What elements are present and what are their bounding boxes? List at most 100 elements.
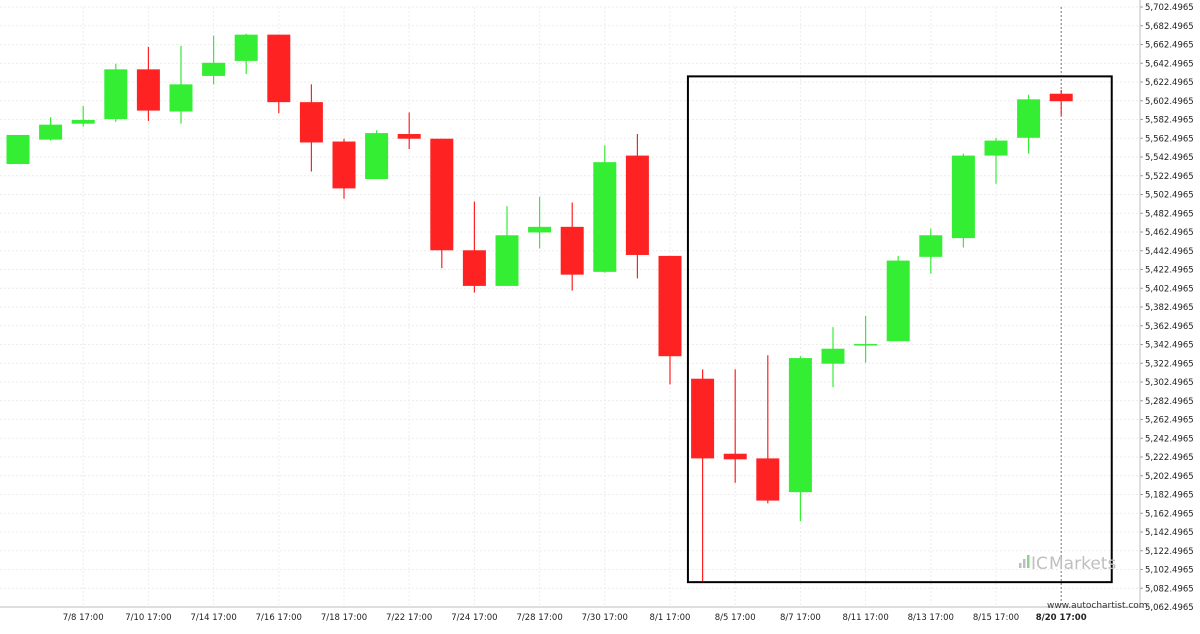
candle-body [1049, 93, 1073, 102]
pattern-highlight-box [686, 75, 1113, 584]
candles [6, 33, 1073, 582]
candle-up [495, 206, 519, 286]
candle-up [919, 228, 943, 274]
candle-down [1049, 89, 1073, 116]
candle-up [6, 134, 30, 165]
candle-body [6, 134, 30, 165]
candle-up [104, 63, 128, 122]
y-tick-label: 5,562.4965 [1145, 134, 1194, 144]
candle-down [332, 138, 356, 199]
y-tick-label: 5,682.4965 [1145, 22, 1194, 32]
x-tick-label: 8/1 17:00 [650, 613, 691, 623]
candle-body [39, 124, 63, 140]
candle-body [658, 255, 682, 357]
y-tick-label: 5,102.4965 [1145, 566, 1194, 576]
y-tick-label: 5,442.4965 [1145, 247, 1194, 257]
candle-up [234, 33, 258, 75]
candle-up [821, 327, 845, 388]
brand-markets: Markets [1049, 554, 1116, 574]
x-tick-label: 7/28 17:00 [516, 613, 562, 623]
candle-body [593, 162, 617, 272]
brand-ic: IC [1031, 554, 1048, 574]
x-tick-label: 7/18 17:00 [321, 613, 367, 623]
x-tick-label: 8/20 17:00 [1036, 613, 1087, 623]
candle-body [821, 348, 845, 364]
candle-body [71, 119, 95, 124]
y-tick-label: 5,302.4965 [1145, 378, 1194, 388]
candle-body [332, 141, 356, 189]
candle-down [397, 112, 421, 150]
x-axis: 7/8 17:00 7/10 17:00 7/14 17:00 7/16 17:00 7… [0, 606, 1140, 623]
y-tick-label: 5,182.4965 [1145, 491, 1194, 501]
y-tick-label: 5,582.4965 [1145, 116, 1194, 126]
candle-up [951, 153, 975, 248]
candle-down [299, 84, 323, 172]
y-tick-label: 5,062.4965 [1145, 603, 1194, 613]
x-tick-label: 7/10 17:00 [125, 613, 171, 623]
candle-up [854, 315, 878, 363]
x-tick-label: 8/13 17:00 [908, 613, 954, 623]
candle-body [984, 140, 1008, 156]
x-tick-label: 7/22 17:00 [386, 613, 432, 623]
watermark-text: www.autochartist.com [1047, 601, 1148, 611]
x-tick-label: 8/5 17:00 [715, 613, 756, 623]
y-tick-label: 5,342.4965 [1145, 341, 1194, 351]
candle-body [136, 69, 160, 111]
candle-up [984, 137, 1008, 184]
x-tick-label: 7/8 17:00 [63, 613, 104, 623]
y-tick-label: 5,082.4965 [1145, 584, 1194, 594]
y-tick-label: 5,262.4965 [1145, 416, 1194, 426]
candle-down [136, 46, 160, 121]
candle-up [1017, 94, 1041, 154]
candle-body [788, 358, 812, 493]
y-tick-label: 5,382.4965 [1145, 303, 1194, 313]
candle-body [854, 344, 878, 346]
x-tick-label: 7/16 17:00 [256, 613, 302, 623]
x-tick-label: 7/24 17:00 [451, 613, 497, 623]
logo-bar-icon [1019, 563, 1022, 568]
x-tick-label: 7/30 17:00 [582, 613, 628, 623]
candle-body [365, 133, 389, 180]
candle-down [691, 369, 715, 582]
y-tick-label: 5,662.4965 [1145, 41, 1194, 51]
candle-body [560, 226, 584, 275]
candle-body [951, 155, 975, 239]
candle-up [169, 45, 193, 124]
candle-up [365, 130, 389, 180]
candle-body [919, 235, 943, 257]
y-tick-label: 5,542.4965 [1145, 153, 1194, 163]
y-tick-label: 5,282.4965 [1145, 397, 1194, 407]
x-tick-label: 8/7 17:00 [780, 613, 821, 623]
candle-body [234, 34, 258, 61]
y-tick-label: 5,402.4965 [1145, 284, 1194, 294]
grid-lines [0, 6, 1140, 608]
candle-down [756, 355, 780, 504]
candle-body [104, 69, 128, 120]
y-tick-label: 5,222.4965 [1145, 453, 1194, 463]
y-tick-label: 5,602.4965 [1145, 97, 1194, 107]
y-tick-label: 5,322.4965 [1145, 359, 1194, 369]
brand-logo: IC Markets [1019, 554, 1116, 574]
pattern-box [686, 75, 1113, 584]
y-tick-label: 5,202.4965 [1145, 472, 1194, 482]
candle-body [723, 453, 747, 460]
candle-body [625, 155, 649, 255]
x-tick-label: 8/11 17:00 [842, 613, 888, 623]
y-axis: 5,062.4965 5,082.4965 5,102.4965 5,122.4965… [1139, 0, 1194, 613]
candle-body [169, 84, 193, 112]
y-tick-label: 5,622.4965 [1145, 78, 1194, 88]
candle-body [1017, 99, 1041, 138]
candle-down [430, 138, 454, 269]
candle-body [299, 102, 323, 143]
candle-down [723, 369, 747, 483]
y-tick-label: 5,362.4965 [1145, 322, 1194, 332]
candle-up [202, 35, 226, 85]
y-tick-label: 5,122.4965 [1145, 547, 1194, 557]
candle-body [756, 458, 780, 501]
y-tick-label: 5,462.4965 [1145, 228, 1194, 238]
candle-body [462, 250, 486, 286]
candle-body [495, 235, 519, 286]
y-tick-label: 5,422.4965 [1145, 266, 1194, 276]
x-tick-label: 8/15 17:00 [973, 613, 1019, 623]
